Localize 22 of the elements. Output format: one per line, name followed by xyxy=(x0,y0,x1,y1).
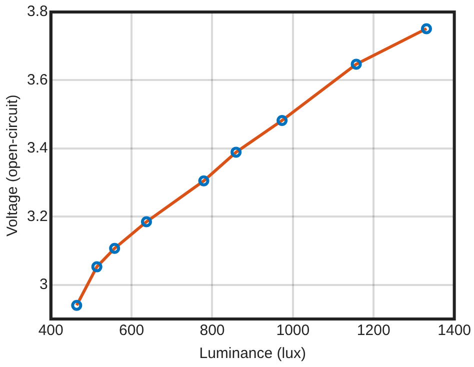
point xyxy=(276,114,288,126)
x-tick-label: 1200 xyxy=(356,322,390,340)
y-tick-label: 3.6 xyxy=(26,71,48,88)
y-axis-title: Voltage (open-circuit) xyxy=(4,94,22,236)
x-tick-label: 1000 xyxy=(276,322,310,340)
y-tick-label: 3 xyxy=(40,276,48,294)
point xyxy=(71,300,82,311)
x-tick-label: 600 xyxy=(119,322,144,340)
point xyxy=(420,23,432,34)
point xyxy=(91,261,102,272)
y-tick-label: 3.2 xyxy=(26,208,48,225)
point xyxy=(230,146,242,158)
point xyxy=(198,175,210,186)
point xyxy=(109,242,120,254)
x-axis-title: Luminance (lux) xyxy=(199,345,306,362)
y-tick-label: 3.4 xyxy=(26,140,48,157)
x-tick-label: 400 xyxy=(38,322,64,340)
x-tick-label: 800 xyxy=(200,322,225,340)
point xyxy=(350,58,362,70)
y-tick-label: 3.8 xyxy=(26,3,48,20)
x-tick-label: 1400 xyxy=(438,322,472,340)
point xyxy=(140,216,152,228)
